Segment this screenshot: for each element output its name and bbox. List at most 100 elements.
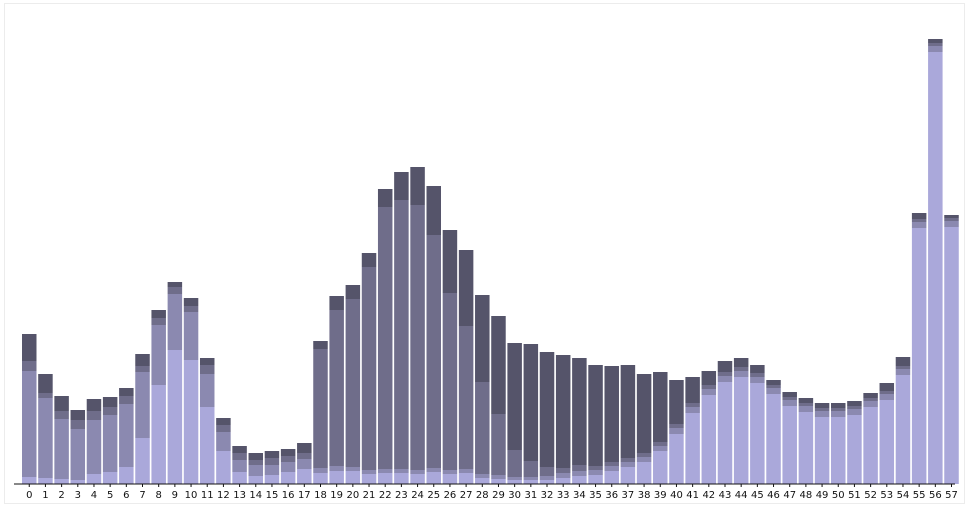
bar-segment-56-layer-3 (928, 43, 943, 46)
bar-segment-49-layer-1 (814, 417, 830, 484)
x-tick-label: 47 (783, 490, 796, 501)
bar-segment-6-layer-4 (119, 388, 134, 396)
x-tick-label: 40 (670, 490, 683, 501)
x-tick-label: 38 (638, 490, 651, 501)
bar-segment-25-layer-4 (426, 186, 441, 235)
bar-segment-57-layer-1 (944, 227, 959, 484)
bar-segment-55-layer-2 (911, 222, 927, 228)
x-tick-label: 2 (58, 490, 64, 501)
bar-segment-6-layer-3 (119, 396, 134, 404)
bar-segment-15-layer-3 (264, 458, 280, 465)
bar-segment-9-layer-3 (167, 287, 183, 294)
x-tick-label: 1 (42, 490, 48, 501)
bar-segment-48-layer-2 (798, 406, 814, 412)
bar-segment-36-layer-4 (604, 366, 619, 462)
x-tick-label: 26 (444, 490, 457, 501)
x-tick-label: 50 (832, 490, 845, 501)
bar-segment-18-layer-3 (313, 349, 328, 468)
x-tick-label: 19 (330, 490, 343, 501)
bar-segment-20-layer-4 (345, 285, 361, 299)
bar-segment-9-layer-4 (167, 282, 183, 287)
bar-segment-9-layer-2 (167, 294, 183, 350)
bar-segment-54-layer-4 (895, 357, 911, 366)
x-tick-label: 12 (217, 490, 230, 501)
x-tick-label: 53 (880, 490, 893, 501)
bar-segment-38-layer-4 (636, 374, 652, 453)
bar-segment-46-layer-2 (766, 388, 781, 394)
x-tick-label: 5 (107, 490, 113, 501)
bar-segment-35-layer-4 (588, 365, 603, 466)
bar-segment-40-layer-3 (669, 424, 684, 428)
bar-segment-4-layer-3 (86, 411, 102, 420)
bar-segment-8-layer-2 (151, 325, 166, 385)
x-tick-label: 9 (172, 490, 178, 501)
bar-segment-10-layer-3 (183, 306, 199, 312)
bar-segment-15-layer-1 (264, 475, 280, 484)
bar-segment-14-layer-3 (248, 460, 264, 465)
x-tick-label: 39 (654, 490, 667, 501)
bar-segment-12-layer-3 (216, 425, 231, 432)
bar-segment-38-layer-3 (636, 453, 652, 457)
x-tick-label: 23 (395, 490, 408, 501)
x-tick-label: 52 (864, 490, 877, 501)
bar-segment-48-layer-1 (798, 412, 814, 484)
bar-segment-7-layer-4 (135, 354, 150, 366)
bar-segment-4-layer-1 (86, 474, 102, 484)
bar-segment-33-layer-4 (555, 355, 571, 468)
bar-segment-26-layer-2 (442, 470, 458, 474)
bar-segment-41-layer-4 (685, 377, 700, 403)
bar-segment-1-layer-3 (38, 393, 53, 398)
bar-segment-22-layer-2 (377, 469, 393, 473)
bar-segment-41-layer-1 (685, 413, 700, 484)
x-tick-label: 45 (751, 490, 764, 501)
bar-segment-45-layer-4 (750, 365, 765, 373)
bar-segment-8-layer-1 (151, 385, 166, 484)
bar-segment-40-layer-2 (669, 428, 684, 434)
x-tick-label: 16 (282, 490, 295, 501)
bar-segment-11-layer-4 (199, 358, 215, 365)
bar-segment-45-layer-3 (750, 373, 765, 377)
bar-segment-21-layer-4 (361, 253, 377, 267)
x-tick-label: 22 (379, 490, 392, 501)
bar-segment-5-layer-2 (102, 415, 118, 472)
bar-segment-57-layer-3 (944, 218, 959, 221)
bar-segment-5-layer-4 (102, 397, 118, 407)
x-tick-label: 15 (266, 490, 279, 501)
bar-segment-55-layer-3 (911, 219, 927, 222)
bar-segment-16-layer-4 (280, 449, 296, 456)
x-tick-label: 54 (897, 490, 910, 501)
bar-segment-26-layer-4 (442, 230, 458, 293)
bar-segment-50-layer-4 (831, 403, 846, 408)
bar-segment-13-layer-3 (232, 453, 247, 460)
bar-segment-0-layer-3 (22, 361, 37, 371)
bar-segment-11-layer-2 (199, 374, 215, 407)
bar-segment-48-layer-3 (798, 403, 814, 406)
bar-segment-21-layer-2 (361, 470, 377, 474)
bar-segment-46-layer-3 (766, 385, 781, 388)
bar-segment-0-layer-4 (22, 334, 37, 361)
x-tick-label: 21 (363, 490, 376, 501)
bar-segment-19-layer-1 (329, 471, 344, 484)
bar-segment-11-layer-3 (199, 365, 215, 374)
bar-segment-14-layer-4 (248, 453, 264, 460)
bar-segment-44-layer-4 (733, 358, 749, 367)
bar-segment-3-layer-4 (70, 410, 86, 420)
x-tick-label: 11 (201, 490, 214, 501)
x-tick-label: 32 (541, 490, 554, 501)
x-tick-label: 55 (913, 490, 926, 501)
bar-segment-26-layer-3 (442, 293, 458, 470)
bar-segment-52-layer-2 (863, 401, 878, 407)
bar-segment-29-layer-3 (491, 414, 506, 475)
bar-segment-30-layer-3 (507, 450, 522, 477)
bar-segment-51-layer-1 (847, 415, 862, 484)
bar-segment-20-layer-3 (345, 299, 361, 467)
bar-segment-44-layer-3 (733, 367, 749, 371)
bar-segment-38-layer-2 (636, 457, 652, 462)
bar-segment-47-layer-2 (782, 400, 797, 406)
bar-segment-27-layer-2 (458, 469, 474, 473)
bar-segment-43-layer-3 (717, 372, 733, 376)
bar-segment-49-layer-4 (814, 403, 830, 408)
bar-segment-56-layer-4 (928, 39, 943, 43)
bar-segment-4-layer-4 (86, 399, 102, 411)
